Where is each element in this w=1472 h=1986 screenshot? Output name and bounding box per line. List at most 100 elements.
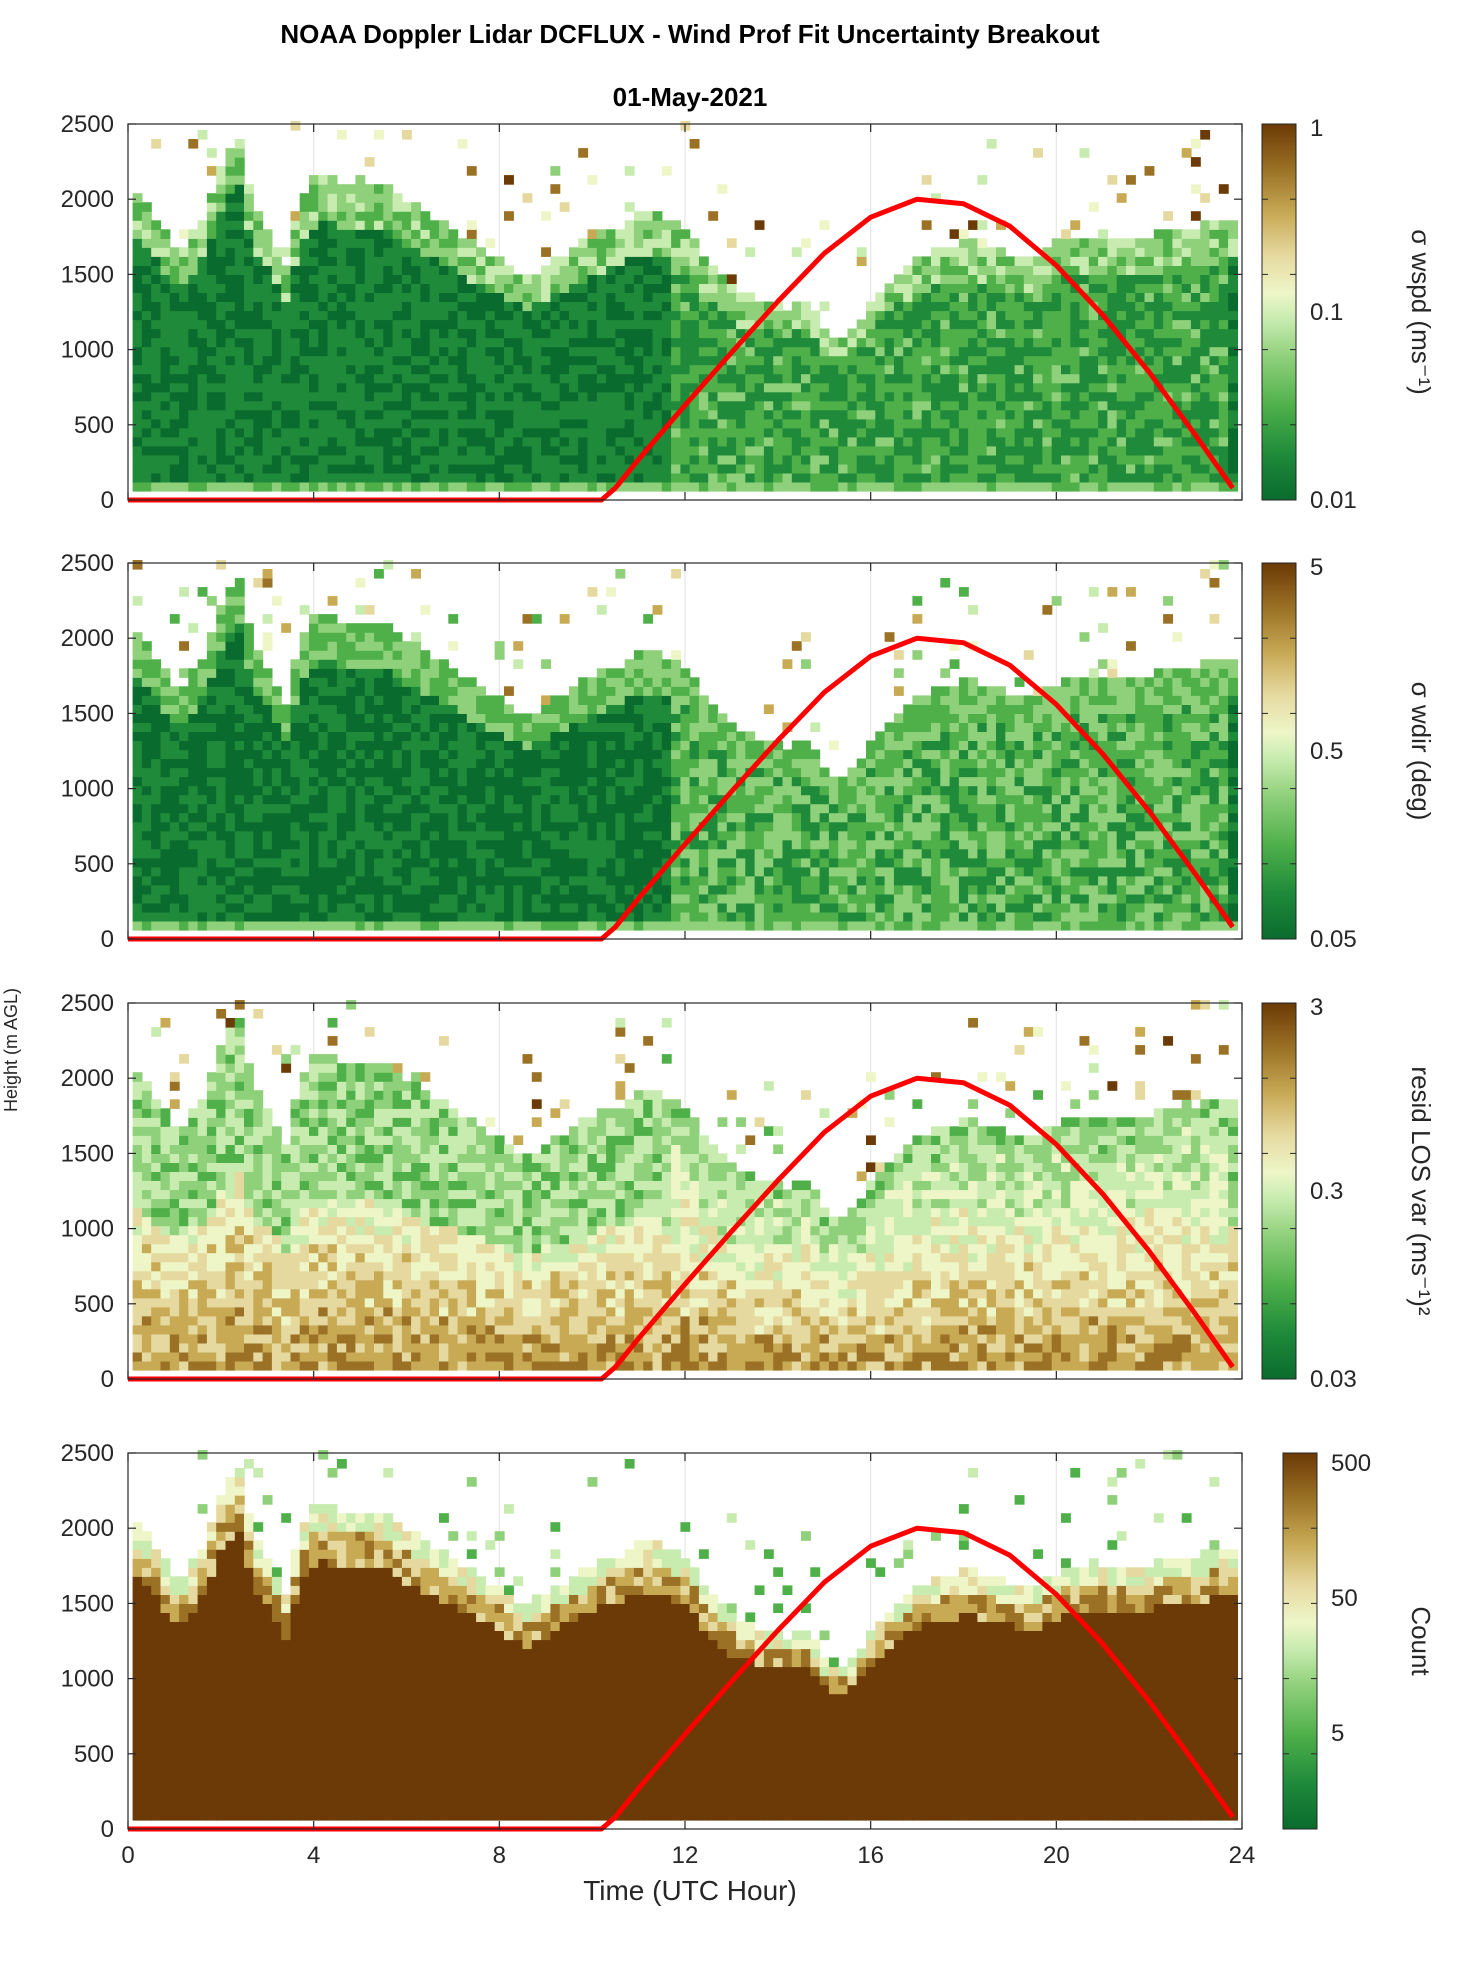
heatmap-cell [327,821,338,832]
heatmap-cell [1135,472,1146,483]
heatmap-cell [1218,482,1229,492]
heatmap-cell [160,704,171,714]
heatmap-cell [624,229,635,239]
heatmap-cell [355,623,366,633]
heatmap-cell [856,400,867,411]
heatmap-cell [383,445,394,456]
heatmap-cell [364,632,375,642]
heatmap-cell [439,713,449,723]
heatmap-cell [559,848,570,859]
heatmap-cell [225,713,236,723]
heatmap-cell [281,758,292,769]
heatmap-cell [271,695,282,705]
heatmap-cell [429,292,440,302]
heatmap-cell [680,418,691,429]
heatmap-cell [364,740,375,751]
heatmap-cell [624,310,635,321]
heatmap-cell [188,794,199,805]
heatmap-cell [633,256,644,266]
heatmap-cell [383,436,394,447]
heatmap-cell [234,472,245,483]
heatmap-cell [633,247,644,257]
heatmap-cell [234,812,245,823]
heatmap-cell [355,247,366,257]
heatmap-cell [550,482,561,492]
heatmap-cell [448,686,459,696]
heatmap-cell [1116,482,1127,492]
heatmap-cell [420,445,431,456]
heatmap-cell [420,830,431,841]
heatmap-cell [531,767,542,778]
heatmap-cell [643,373,654,384]
heatmap-cell [541,391,551,402]
heatmap-cell [559,839,570,850]
heatmap-cell [1088,274,1099,284]
heatmap-cell [476,445,486,456]
heatmap-cell [977,364,988,375]
heatmap-cell [531,454,542,465]
heatmap-cell [141,650,152,660]
heatmap-cell [717,382,728,393]
heatmap-cell [531,445,542,456]
heatmap-cell [541,740,551,751]
heatmap-cell [374,803,384,814]
heatmap-cell [587,436,598,447]
heatmap-cell [364,668,375,678]
heatmap-cell [1135,436,1146,447]
heatmap-cell [940,247,951,257]
heatmap-cell [494,911,505,922]
heatmap-cell [197,391,208,402]
heatmap-cell [1218,337,1229,348]
heatmap-cell [1079,472,1090,483]
heatmap-cell [893,346,904,357]
heatmap-cell [1153,328,1164,339]
heatmap-cell [383,785,394,796]
heatmap-cell [504,292,514,302]
heatmap-cell [968,482,978,492]
heatmap-cell [309,193,319,203]
heatmap-cell [374,821,384,832]
heatmap-cell [587,866,598,877]
heatmap-cell [606,247,616,257]
heatmap-cell [726,409,737,420]
heatmap-cell [1107,346,1118,357]
heatmap-cell [392,668,403,678]
heatmap-cell [420,211,431,221]
heatmap-cell [1218,373,1229,384]
heatmap-cell [1023,355,1034,366]
heatmap-cell [309,794,319,805]
heatmap-cell [680,445,691,456]
heatmap-cell [429,749,440,760]
heatmap-cell [281,866,292,877]
heatmap-cell [494,364,505,375]
heatmap-cell [931,328,941,339]
heatmap-cell [327,319,338,330]
heatmap-cell [374,740,384,751]
heatmap-cell [633,319,644,330]
heatmap-cell [1005,472,1016,483]
heatmap-cell [466,283,477,293]
heatmap-cell [262,722,273,732]
heatmap-cell [392,364,403,375]
heatmap-cell [374,902,384,913]
heatmap-cell [578,758,589,769]
heatmap-cell [160,364,171,375]
heatmap-cell [281,623,292,633]
heatmap-cell [1190,292,1201,302]
heatmap-cell [309,614,319,624]
heatmap-cell [1209,229,1220,239]
heatmap-cell [132,301,143,312]
heatmap-cell [411,337,421,348]
heatmap-cell [457,283,468,293]
heatmap-cell [411,704,421,714]
heatmap-cell [1023,256,1034,266]
heatmap-cell [188,373,199,384]
heatmap-cell [374,911,384,922]
heatmap-cell [606,445,616,456]
heatmap-cell [1088,400,1099,411]
heatmap-cell [615,256,626,266]
heatmap-cell [346,695,357,705]
heatmap-cell [671,373,681,384]
heatmap-cell [1014,427,1025,438]
heatmap-cell [977,418,988,429]
